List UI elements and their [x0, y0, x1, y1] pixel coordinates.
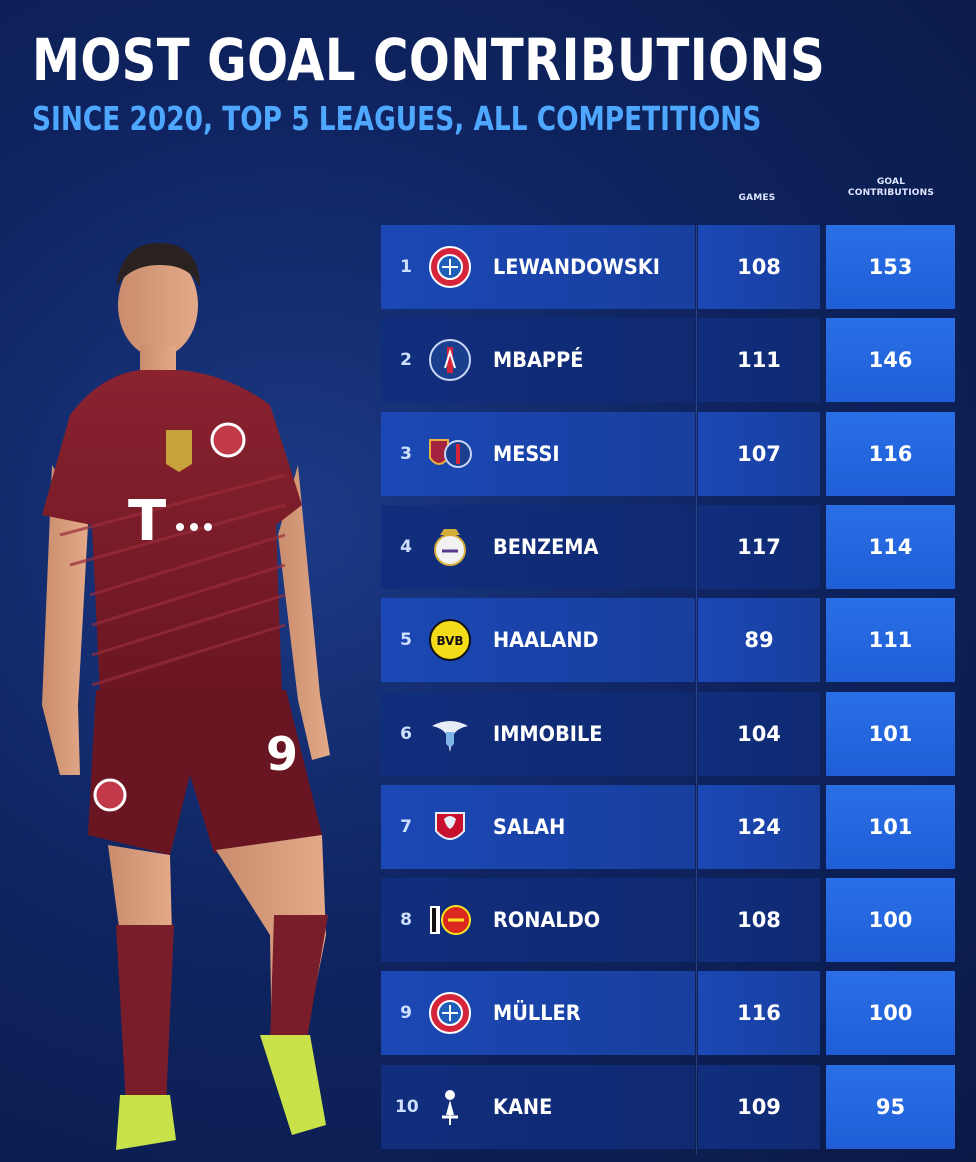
barcelona-psg-crest-icon [429, 439, 472, 468]
chart-title: MOST GOAL CONTRIBUTIONS [32, 26, 826, 94]
goal-contributions-cell [826, 971, 955, 1055]
games-value: 89 [744, 628, 774, 652]
goal-contributions-value: 111 [868, 628, 913, 652]
dortmund-crest-icon: BVB [429, 619, 471, 661]
goal-contributions-cell [826, 598, 955, 682]
bayern-crest-icon [429, 992, 471, 1034]
player-illustration: T 9 [42, 242, 330, 1150]
gc-column-header: GOAL CONTRIBUTIONS [832, 177, 950, 199]
tottenham-crest-icon [442, 1090, 458, 1125]
rank-label: 2 [400, 350, 412, 370]
rank-label: 1 [400, 257, 412, 277]
rank-label: 6 [400, 724, 412, 744]
games-value: 111 [737, 348, 781, 372]
goal-contributions-value: 153 [868, 255, 913, 279]
table-row [381, 505, 695, 589]
player-name: MÜLLER [493, 1001, 581, 1025]
games-value: 117 [737, 535, 781, 559]
player-name: MBAPPÉ [493, 348, 584, 372]
liverpool-crest-icon [435, 812, 465, 840]
gc-column-header-line2: CONTRIBUTIONS [847, 188, 935, 198]
goal-contributions-cell [826, 318, 955, 402]
svg-text:T: T [128, 489, 166, 554]
games-cell [698, 505, 820, 589]
goal-contributions-value: 114 [868, 535, 913, 559]
rank-label: 8 [400, 910, 412, 930]
rank-label: 3 [400, 444, 412, 464]
psg-crest-icon [429, 339, 471, 381]
games-cell [698, 785, 820, 869]
goal-contributions-value: 116 [868, 442, 913, 466]
goal-contributions-cell [826, 412, 955, 496]
player-name: LEWANDOWSKI [493, 255, 660, 279]
goal-contributions-value: 100 [868, 1001, 913, 1025]
games-value: 104 [737, 722, 781, 746]
games-value: 108 [737, 255, 781, 279]
games-cell [698, 412, 820, 496]
player-name: IMMOBILE [493, 722, 603, 746]
real-madrid-crest-icon [434, 529, 466, 566]
goal-contributions-value: 101 [868, 722, 913, 746]
games-cell [698, 878, 820, 962]
games-value: 107 [737, 442, 781, 466]
juventus-united-crest-icon [430, 905, 471, 935]
player-name: KANE [493, 1095, 553, 1119]
games-cell [698, 1065, 820, 1149]
column-divider [696, 225, 697, 1155]
table-row [381, 1065, 695, 1149]
player-name: HAALAND [493, 628, 599, 652]
goal-contributions-cell [826, 505, 955, 589]
rank-label: 7 [400, 817, 412, 837]
games-value: 109 [737, 1095, 781, 1119]
goal-contributions-cell [826, 1065, 955, 1149]
rank-label: 10 [395, 1097, 419, 1117]
svg-text:BVB: BVB [436, 634, 463, 648]
gc-column-header-line1: GOAL [876, 177, 906, 187]
games-cell [698, 598, 820, 682]
lazio-crest-icon [432, 721, 468, 752]
games-cell [698, 225, 820, 309]
rank-label: 4 [400, 537, 412, 557]
games-cell [698, 971, 820, 1055]
table-row [381, 692, 695, 776]
games-cell [698, 318, 820, 402]
goal-contributions-cell [826, 785, 955, 869]
goal-contributions-value: 100 [868, 908, 913, 932]
games-cell [698, 692, 820, 776]
bayern-crest-icon [429, 246, 471, 288]
goal-contributions-cell [826, 878, 955, 962]
goal-contributions-cell [826, 225, 955, 309]
player-name: MESSI [493, 442, 560, 466]
games-value: 116 [737, 1001, 781, 1025]
player-name: BENZEMA [493, 535, 599, 559]
player-name: RONALDO [493, 908, 601, 932]
games-value: 108 [737, 908, 781, 932]
games-column-header: GAMES [738, 193, 776, 203]
goal-contributions-cell [826, 692, 955, 776]
rank-label: 5 [400, 630, 412, 650]
goal-contributions-value: 101 [868, 815, 913, 839]
goal-contributions-value: 95 [875, 1095, 906, 1119]
games-value: 124 [737, 815, 781, 839]
svg-text:9: 9 [266, 727, 298, 781]
rank-label: 9 [400, 1003, 412, 1023]
goal-contributions-value: 146 [868, 348, 913, 372]
chart-subtitle: SINCE 2020, TOP 5 LEAGUES, ALL COMPETITI… [32, 99, 762, 138]
player-name: SALAH [493, 815, 566, 839]
table-row [381, 785, 695, 869]
